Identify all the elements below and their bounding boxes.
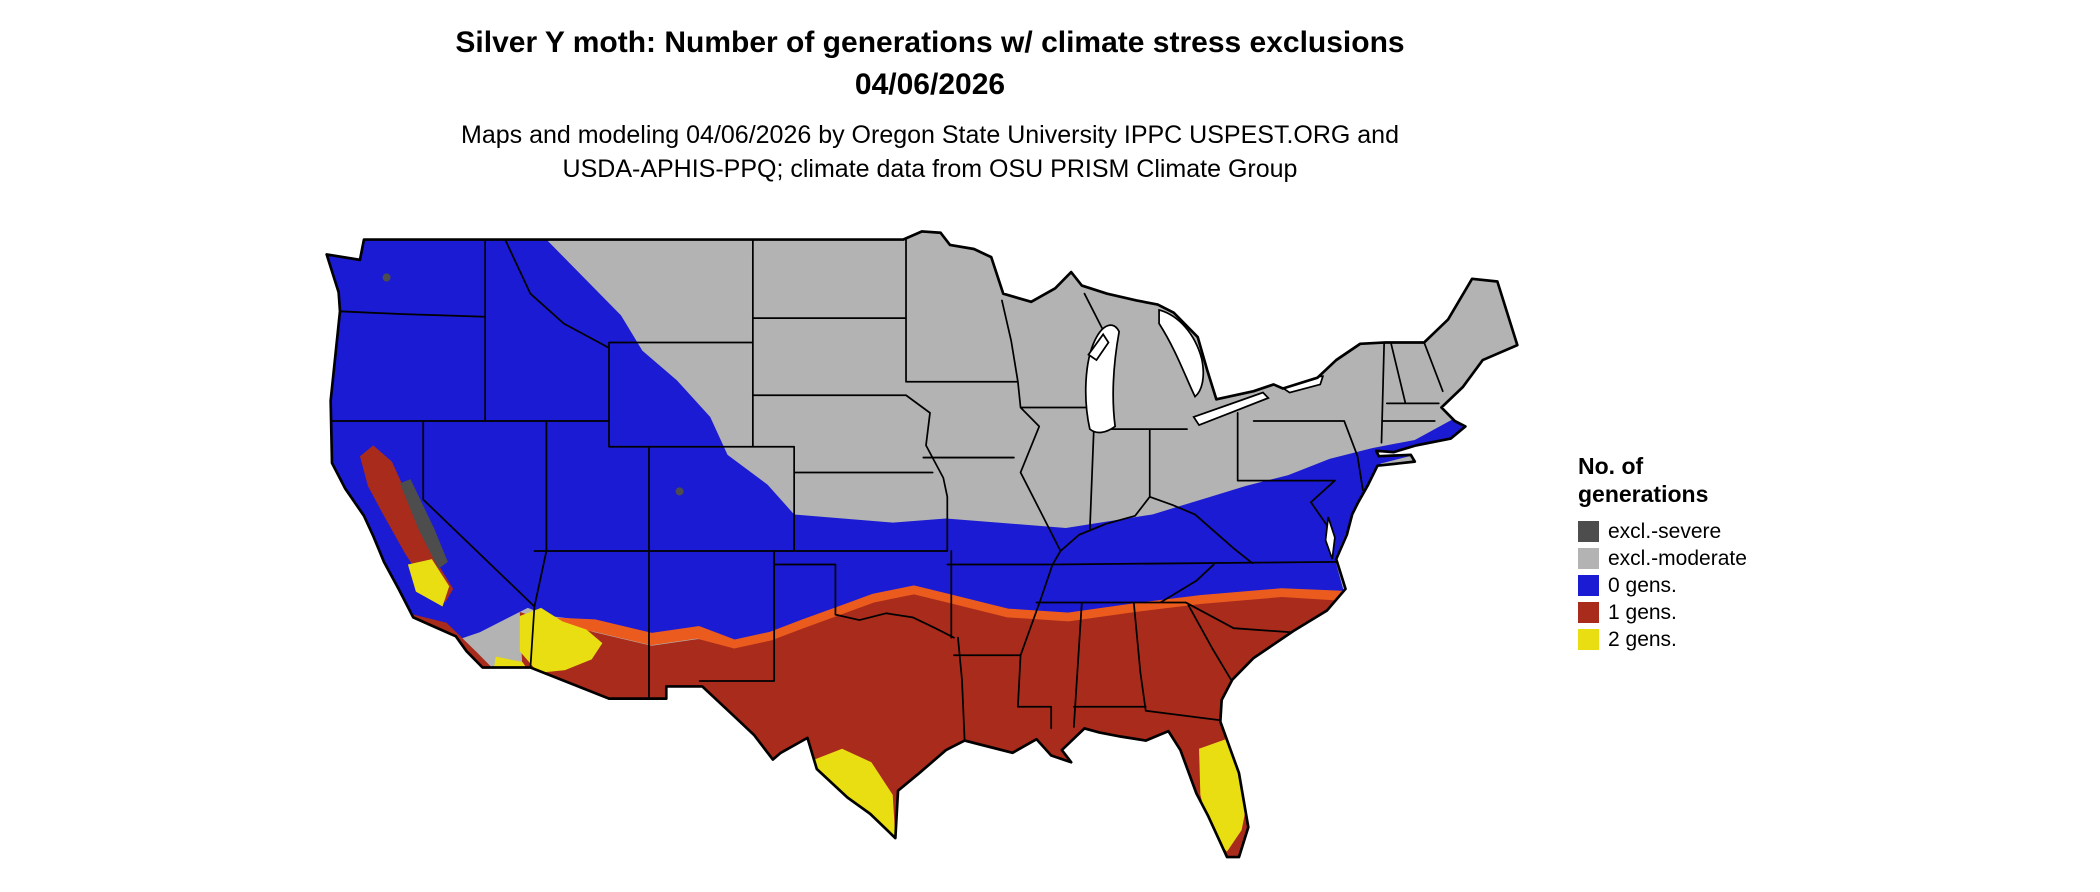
legend-item-excl-moderate: excl.-moderate [1578,545,1838,572]
legend-item-2-gens: 2 gens. [1578,626,1838,653]
legend-item-0-gens: 0 gens. [1578,572,1838,599]
region-transition [527,585,1355,652]
legend-title: No. of generations [1578,452,1838,508]
legend-title-line-1: No. of [1578,453,1644,479]
title-line-1: Silver Y moth: Number of generations w/ … [455,26,1405,59]
legend-swatch-excl-severe [1578,521,1599,542]
us-map [320,226,1532,876]
legend-title-line-2: generations [1578,481,1709,507]
legend-item-excl-severe: excl.-severe [1578,518,1838,545]
region-excl-severe [382,273,684,569]
legend-label: 0 gens. [1608,574,1677,597]
legend-label: excl.-moderate [1608,547,1747,570]
legend-swatch-excl-moderate [1578,548,1599,569]
chesapeake-bay [1324,516,1336,560]
great-lakes [1084,308,1336,560]
page-subtitle: Maps and modeling 04/06/2026 by Oregon S… [0,118,1860,186]
lake-huron [1158,308,1205,398]
us-map-svg [325,230,1519,859]
green-bay [1087,332,1110,362]
page-title: Silver Y moth: Number of generations w/ … [0,22,1860,106]
title-line-2: 04/06/2026 [854,68,1006,101]
legend-swatch-2-gens [1578,629,1599,650]
legend-item-1-gens: 1 gens. [1578,599,1838,626]
legend-swatch-0-gens [1578,575,1599,596]
legend-label: excl.-severe [1608,520,1722,543]
state-borders [329,238,1444,742]
subtitle-line-2: USDA-APHIS-PPQ; climate data from OSU PR… [562,155,1298,183]
legend-label: 1 gens. [1608,601,1677,624]
legend-label: 2 gens. [1608,628,1677,651]
lake-erie [1192,391,1270,427]
subtitle-line-1: Maps and modeling 04/06/2026 by Oregon S… [461,121,1399,149]
legend-swatch-1-gens [1578,602,1599,623]
legend: No. of generations excl.-severe excl.-mo… [1578,452,1838,653]
map-outline [325,230,1519,859]
